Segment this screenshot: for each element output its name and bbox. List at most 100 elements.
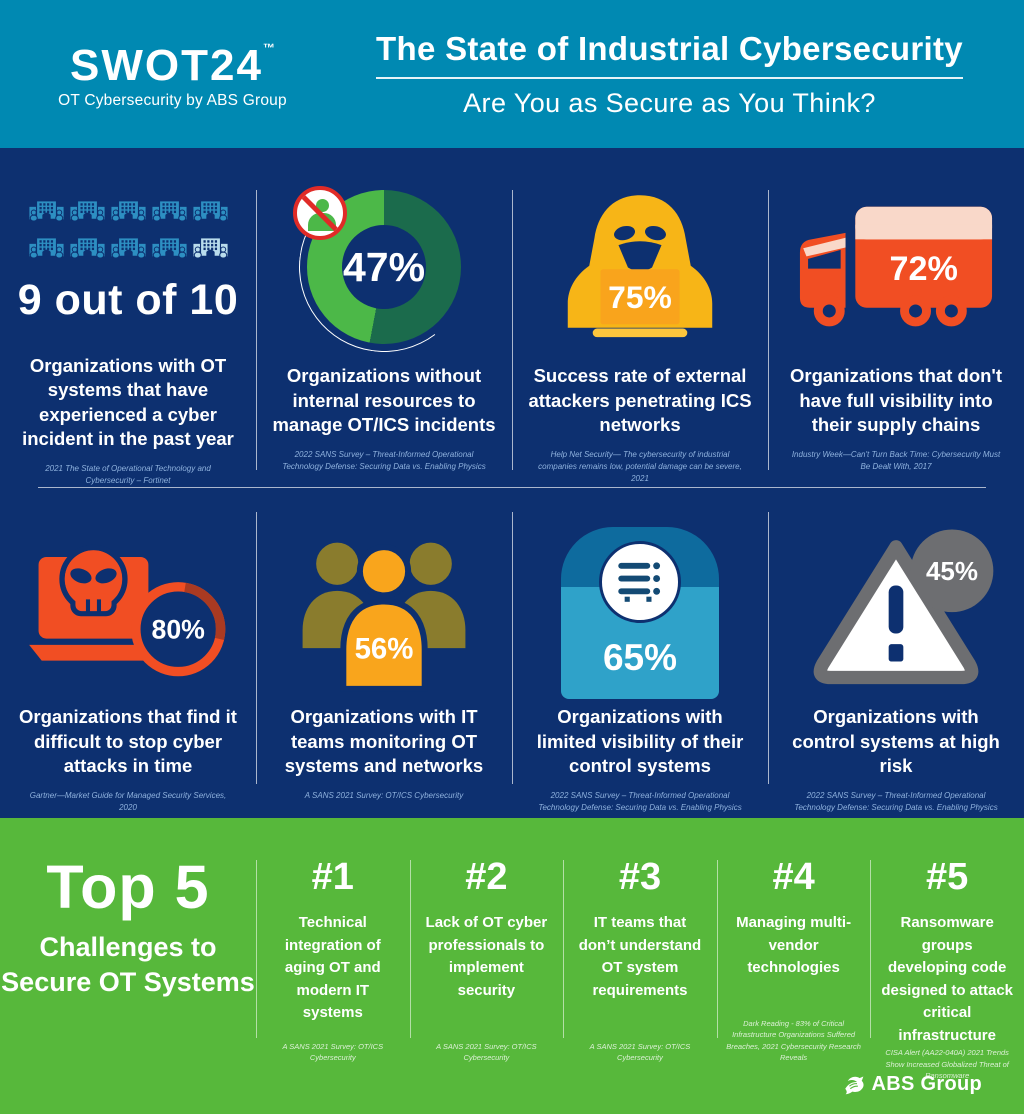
stat-source: 2021 The State of Operational Technology…: [45, 464, 211, 485]
challenge-source: A SANS 2021 Survey: OT/ICS Cybersecurity: [282, 1041, 384, 1063]
top5-title: Top 5: [46, 853, 210, 921]
challenge-rank: #1: [311, 856, 354, 898]
malware-laptop-icon: 80%: [29, 544, 226, 676]
stat-value: 65%: [602, 637, 678, 678]
stat-headline: Organizations with control systems at hi…: [792, 706, 1000, 777]
swot24-logo: SWOT24™ OT Cybersecurity by ABS Group: [0, 38, 345, 110]
no-person-icon: [293, 186, 347, 240]
stat-value: 56%: [355, 632, 414, 665]
header: SWOT24™ OT Cybersecurity by ABS Group Th…: [0, 0, 1024, 148]
stat-card-limited-visibility: 65% Organizations with limited visibilit…: [512, 487, 768, 818]
footer-brand-text: ABS Group: [871, 1073, 982, 1095]
stat-headline: Success rate of external attackers penet…: [528, 365, 752, 436]
challenge-item-3: #3 IT teams that don’t understand OT sys…: [563, 818, 717, 1070]
challenge-text: Managing multi-vendor technologies: [736, 914, 852, 976]
stat-source: Help Net Security— The cybersecurity of …: [538, 449, 742, 483]
server-visual: 65%: [526, 511, 754, 699]
server-panel: 65%: [561, 527, 719, 699]
stat-card-attacker-success: 75% Success rate of external attackers p…: [512, 148, 768, 487]
challenge-text: IT teams that don’t understand OT system…: [578, 914, 702, 999]
stat-value: 72%: [889, 250, 957, 288]
logo-text: SWOT24: [70, 41, 263, 90]
stats-grid: 9 out of 10 Organizations with OT system…: [0, 148, 1024, 818]
challenge-rank: #3: [618, 856, 662, 898]
stat-value: 80%: [152, 614, 205, 644]
team-icon: 56%: [302, 542, 466, 692]
challenge-text: Technical integration of aging OT and mo…: [284, 914, 381, 1021]
organization-icon: [28, 200, 64, 222]
truck-icon: 72%: [799, 206, 993, 327]
stat-source: 2022 SANS Survey – Threat-Informed Opera…: [538, 790, 742, 812]
stat-card-stop-attacks: 80% Organizations that find it difficult…: [0, 487, 256, 818]
stat-card-it-teams: 56% Organizations with IT teams monitori…: [256, 487, 512, 818]
top5-row: Top 5 Challenges to Secure OT Systems #1…: [0, 818, 1024, 1080]
organization-icon: [28, 237, 64, 259]
donut-visual: 47%: [270, 170, 498, 364]
abs-group-logo: ABS Group: [841, 1071, 982, 1098]
stat-source: 2022 SANS Survey – Threat-Informed Opera…: [794, 790, 998, 812]
stat-headline: Organizations without internal resources…: [272, 365, 496, 436]
stat-card-high-risk: 45% Organizations with control systems a…: [768, 487, 1024, 818]
page-subtitle: Are You as Secure as You Think?: [463, 87, 876, 118]
stat-headline: Organizations with IT teams monitoring O…: [284, 706, 484, 777]
trademark-symbol: ™: [262, 41, 275, 55]
warning-visual: 45%: [782, 511, 1010, 691]
challenge-item-1: #1 Technical integration of aging OT and…: [256, 818, 410, 1070]
stat-source: Gartner—Market Guide for Managed Securit…: [29, 790, 227, 812]
server-circle: [599, 541, 681, 623]
page-title: The State of Industrial Cybersecurity: [376, 30, 963, 79]
stat-value: 75%: [608, 278, 672, 314]
abs-eagle-icon: [844, 1076, 864, 1095]
organization-icon: [151, 237, 187, 259]
truck-visual: 72%: [782, 184, 1010, 350]
people-visual: 56%: [270, 511, 498, 692]
challenge-source: A SANS 2021 Survey: OT/ICS Cybersecurity: [436, 1041, 537, 1063]
top5-subtitle: Challenges to Secure OT Systems: [1, 932, 255, 997]
organization-icon: [192, 237, 228, 259]
challenge-rank: #4: [772, 856, 815, 898]
skull-laptop-visual: 80%: [14, 511, 242, 691]
challenge-text: Ransomware groups developing code design…: [881, 914, 1014, 1044]
stat-source: A SANS 2021 Survey: OT/ICS Cybersecurity: [304, 790, 464, 800]
logo-tagline: OT Cybersecurity by ABS Group: [58, 92, 287, 109]
challenge-source: Dark Reading - 83% of Critical Infrastru…: [726, 1018, 861, 1063]
stat-card-cyber-incidents: 9 out of 10 Organizations with OT system…: [0, 148, 256, 487]
stat-value: 45%: [926, 556, 978, 586]
organization-icon: [192, 200, 228, 222]
challenge-item-5: #5 Ransomware groups developing code des…: [870, 818, 1024, 1080]
stat-value: 9 out of 10: [17, 275, 239, 324]
logo-wordmark: SWOT24™: [0, 42, 345, 88]
building-pictograph-visual: 9 out of 10: [14, 184, 242, 340]
title-block: The State of Industrial Cybersecurity Ar…: [345, 30, 1024, 119]
organization-icon: [151, 200, 187, 222]
organization-icon: [110, 200, 146, 222]
stat-source: 2022 SANS Survey – Threat-Informed Opera…: [282, 449, 486, 471]
challenge-rank: #2: [465, 856, 508, 898]
stat-card-supply-chain: 72% Organizations that don't have full v…: [768, 148, 1024, 487]
stat-value: 47%: [342, 243, 426, 290]
stat-headline: Organizations with OT systems that have …: [22, 354, 234, 450]
donut-wrap: 47%: [287, 170, 481, 364]
stat-headline: Organizations that don't have full visib…: [789, 365, 1002, 436]
building-pictograph: [28, 199, 229, 260]
organization-icon: [69, 237, 105, 259]
organization-icon: [69, 200, 105, 222]
stat-card-no-internal-resources: 47% Organizations without internal resou…: [256, 148, 512, 487]
warning-triangle-icon: 45%: [813, 529, 994, 684]
challenge-source: A SANS 2021 Survey: OT/ICS Cybersecurity: [589, 1041, 691, 1063]
challenge-item-4: #4 Managing multi-vendor technologies Da…: [716, 818, 871, 1070]
organization-icon: [110, 237, 146, 259]
server-icon: [618, 562, 661, 602]
stat-source: Industry Week—Can't Turn Back Time: Cybe…: [791, 449, 1001, 471]
challenge-item-2: #2 Lack of OT cyber professionals to imp…: [409, 818, 564, 1070]
challenge-text: Lack of OT cyber professionals to implem…: [425, 914, 548, 999]
hacker-icon: 75%: [567, 194, 713, 337]
challenge-source: CISA Alert (AA22-040A) 2021 Trends Show …: [885, 1048, 1009, 1081]
hacker-visual: 75%: [526, 184, 754, 350]
top5-title-block: Top 5 Challenges to Secure OT Systems: [0, 818, 256, 1070]
stat-headline: Organizations that find it difficult to …: [19, 706, 237, 777]
challenge-rank: #5: [926, 856, 969, 898]
top5-section: Top 5 Challenges to Secure OT Systems #1…: [0, 818, 1024, 1114]
stat-headline: Organizations with limited visibility of…: [536, 706, 744, 777]
